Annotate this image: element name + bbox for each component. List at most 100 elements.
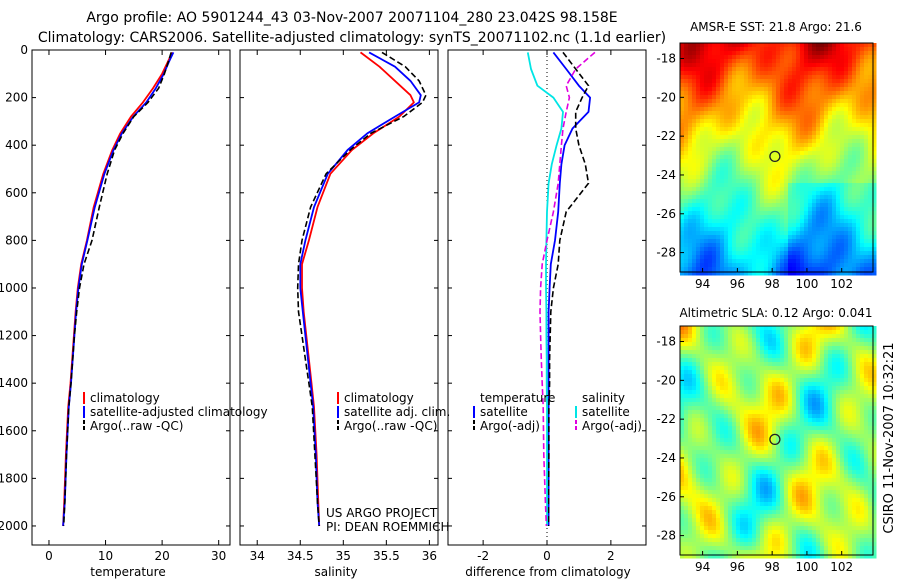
map-cell (816, 458, 821, 463)
map-cell (700, 350, 705, 355)
map-cell (824, 418, 829, 423)
map-cell (776, 398, 781, 403)
map-cell (704, 406, 709, 411)
map-cell (848, 143, 853, 148)
map-cell (760, 326, 765, 331)
map-cell (696, 426, 701, 431)
map-cell (720, 159, 725, 164)
map-cell (680, 414, 685, 419)
map-cell (680, 370, 685, 375)
map-cell (712, 482, 717, 487)
map-cell (860, 418, 865, 423)
map-cell (860, 271, 865, 276)
map-cell (828, 183, 833, 188)
map-cell (716, 119, 721, 124)
map-cell (796, 103, 801, 108)
map-cell (724, 67, 729, 72)
map-cell (776, 251, 781, 256)
map-cell (708, 179, 713, 184)
map-cell (816, 267, 821, 272)
map-cell (720, 390, 725, 395)
map-cell (780, 482, 785, 487)
map-cell (868, 382, 873, 387)
y-tick-label: 2000 (0, 519, 28, 533)
map-cell (804, 123, 809, 128)
map-cell (684, 167, 689, 172)
map-cell (800, 271, 805, 276)
map-cell (776, 103, 781, 108)
map-cell (796, 394, 801, 399)
map-cell (732, 67, 737, 72)
map-cell (800, 151, 805, 156)
map-cell (780, 442, 785, 447)
map-cell (740, 239, 745, 244)
map-cell (820, 111, 825, 116)
map-cell (748, 159, 753, 164)
map-cell (804, 271, 809, 276)
map-cell (800, 394, 805, 399)
map-cell (760, 255, 765, 260)
map-cell (852, 115, 857, 120)
map-cell (780, 219, 785, 224)
map-cell (844, 446, 849, 451)
map-cell (796, 207, 801, 212)
argo-float-marker (769, 150, 781, 163)
map-cell (820, 119, 825, 124)
map-cell (732, 482, 737, 487)
map-cell (704, 103, 709, 108)
map-cell (808, 247, 813, 252)
map-cell (724, 350, 729, 355)
map-cell (808, 187, 813, 192)
map-cell (864, 366, 869, 371)
map-cell (792, 462, 797, 467)
map-cell (784, 51, 789, 56)
map-cell (688, 223, 693, 228)
map-cell (848, 438, 853, 443)
map-cell (740, 247, 745, 252)
map-cell (808, 87, 813, 92)
map-cell (716, 430, 721, 435)
map-cell (872, 159, 877, 164)
map-cell (756, 107, 761, 112)
map-cell (864, 430, 869, 435)
map-cell (824, 71, 829, 76)
map-cell (692, 195, 697, 200)
map-cell (800, 470, 805, 475)
map-cell (860, 55, 865, 60)
map-cell (844, 191, 849, 196)
map-cell (836, 259, 841, 264)
map-cell (724, 91, 729, 96)
map-cell (728, 410, 733, 415)
map-cell (680, 235, 685, 240)
map-cell (768, 259, 773, 264)
map-cell (812, 482, 817, 487)
map-cell (692, 346, 697, 351)
map-cell (748, 406, 753, 411)
map-cell (828, 243, 833, 248)
map-cell (812, 155, 817, 160)
map-cell (808, 430, 813, 435)
map-cell (680, 111, 685, 116)
map-cell (784, 466, 789, 471)
map-cell (808, 482, 813, 487)
map-cell (736, 219, 741, 224)
map-cell (820, 271, 825, 276)
map-cell (864, 374, 869, 379)
map-cell (736, 191, 741, 196)
map-cell (748, 187, 753, 192)
map-cell (840, 446, 845, 451)
map-cell (708, 63, 713, 68)
map-cell (708, 215, 713, 220)
map-cell (740, 430, 745, 435)
map-cell (836, 187, 841, 192)
map-cell (868, 350, 873, 355)
map-cell (680, 430, 685, 435)
map-cell (704, 199, 709, 204)
map-cell (760, 203, 765, 208)
map-cell (792, 223, 797, 228)
map-cell (744, 454, 749, 459)
map-cell (688, 115, 693, 120)
map-cell (800, 43, 805, 48)
map-cell (820, 199, 825, 204)
map-cell (784, 215, 789, 220)
